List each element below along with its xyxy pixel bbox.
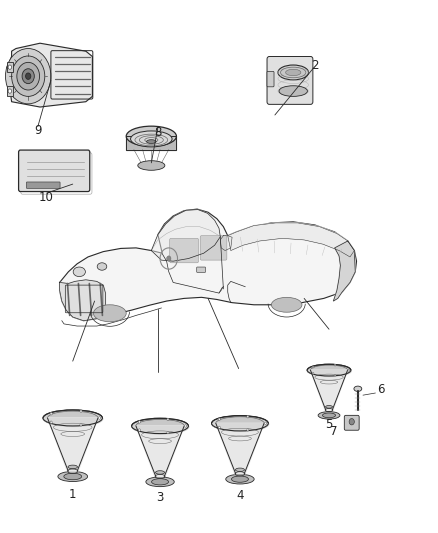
Ellipse shape [136, 419, 184, 433]
FancyBboxPatch shape [7, 86, 13, 96]
Circle shape [50, 421, 52, 424]
Circle shape [334, 364, 336, 366]
Ellipse shape [152, 479, 169, 485]
Circle shape [22, 69, 34, 84]
Ellipse shape [235, 468, 244, 472]
Ellipse shape [216, 417, 264, 430]
Circle shape [166, 256, 171, 261]
Polygon shape [126, 136, 177, 150]
Circle shape [80, 424, 82, 426]
Ellipse shape [138, 161, 165, 170]
Circle shape [6, 49, 51, 104]
Circle shape [312, 366, 314, 368]
Polygon shape [60, 280, 106, 321]
Ellipse shape [318, 411, 340, 419]
FancyBboxPatch shape [170, 238, 198, 263]
Circle shape [99, 417, 100, 419]
Polygon shape [333, 241, 355, 301]
Ellipse shape [322, 413, 336, 418]
Ellipse shape [147, 140, 156, 143]
Circle shape [184, 425, 187, 427]
Circle shape [25, 73, 31, 79]
Ellipse shape [68, 465, 78, 469]
Circle shape [218, 426, 220, 429]
Ellipse shape [73, 267, 85, 277]
Ellipse shape [325, 406, 332, 408]
Circle shape [50, 413, 52, 415]
Circle shape [12, 56, 45, 96]
Polygon shape [228, 223, 354, 257]
Circle shape [265, 422, 266, 425]
Text: 5: 5 [325, 418, 333, 431]
FancyBboxPatch shape [197, 267, 205, 272]
Text: 1: 1 [69, 488, 77, 500]
Polygon shape [47, 418, 98, 471]
FancyBboxPatch shape [267, 56, 313, 104]
Ellipse shape [286, 69, 301, 76]
Ellipse shape [307, 364, 351, 376]
Circle shape [17, 62, 39, 90]
Text: 4: 4 [236, 489, 244, 502]
Ellipse shape [311, 365, 348, 375]
Ellipse shape [146, 477, 174, 487]
Circle shape [8, 89, 12, 93]
Ellipse shape [278, 65, 308, 80]
Polygon shape [151, 209, 220, 261]
Circle shape [167, 431, 169, 434]
Ellipse shape [212, 416, 268, 431]
FancyBboxPatch shape [200, 236, 227, 260]
Circle shape [167, 418, 169, 421]
Circle shape [247, 416, 249, 418]
Ellipse shape [93, 305, 126, 322]
Circle shape [247, 429, 249, 431]
Ellipse shape [132, 418, 188, 434]
Text: 6: 6 [377, 383, 384, 397]
Polygon shape [220, 236, 232, 251]
Ellipse shape [231, 476, 248, 482]
Text: 9: 9 [34, 124, 42, 138]
Ellipse shape [97, 263, 107, 270]
Polygon shape [60, 209, 357, 321]
Circle shape [312, 373, 314, 374]
Text: 7: 7 [330, 425, 337, 438]
Text: 2: 2 [311, 59, 319, 72]
Ellipse shape [281, 67, 306, 78]
FancyBboxPatch shape [26, 182, 60, 188]
FancyBboxPatch shape [18, 150, 90, 191]
Ellipse shape [47, 411, 98, 425]
Polygon shape [7, 43, 92, 107]
Ellipse shape [43, 410, 102, 426]
Circle shape [218, 418, 220, 421]
Ellipse shape [58, 471, 88, 481]
Ellipse shape [279, 86, 307, 96]
Circle shape [80, 410, 82, 413]
Text: 3: 3 [156, 491, 164, 504]
Ellipse shape [131, 131, 172, 147]
Ellipse shape [354, 386, 362, 391]
Circle shape [334, 374, 336, 376]
Circle shape [8, 65, 12, 69]
Polygon shape [216, 423, 264, 474]
Circle shape [138, 429, 141, 431]
Ellipse shape [226, 474, 254, 484]
Polygon shape [311, 370, 348, 410]
Ellipse shape [155, 471, 165, 474]
Text: 10: 10 [39, 191, 54, 204]
Text: 8: 8 [154, 126, 162, 139]
Circle shape [138, 421, 141, 423]
FancyBboxPatch shape [7, 62, 13, 72]
Ellipse shape [64, 473, 81, 480]
FancyBboxPatch shape [267, 71, 274, 87]
Polygon shape [136, 426, 184, 477]
Circle shape [348, 369, 350, 371]
FancyBboxPatch shape [344, 415, 359, 430]
Ellipse shape [126, 126, 177, 147]
Circle shape [349, 418, 354, 425]
Ellipse shape [272, 297, 302, 312]
